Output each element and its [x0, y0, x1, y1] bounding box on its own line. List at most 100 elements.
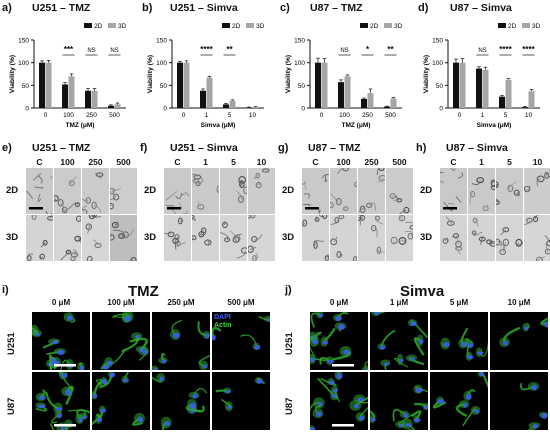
dapi-nucleus — [327, 359, 334, 364]
row-label: 2D — [282, 185, 295, 196]
panel-letter: e) — [2, 142, 12, 154]
cell-process — [377, 177, 385, 182]
cell — [204, 239, 212, 246]
cell — [502, 227, 510, 233]
significance-label: NS — [478, 48, 486, 54]
cell — [238, 176, 247, 184]
cell-process — [392, 195, 396, 202]
scale-bar — [443, 207, 457, 210]
dapi-nucleus — [64, 389, 71, 396]
bar — [367, 93, 374, 108]
column-label: 10 μM — [507, 298, 531, 307]
cell — [376, 246, 382, 255]
y-axis-label: Viability (%) — [9, 55, 16, 93]
cell — [359, 215, 366, 221]
cell-process — [354, 259, 357, 261]
legend-swatch — [498, 23, 506, 28]
x-tick-label: 250 — [362, 112, 373, 119]
dapi-nucleus — [122, 378, 130, 383]
y-tick-label: 0 — [25, 106, 29, 113]
legend-swatch — [108, 23, 116, 28]
cell — [232, 236, 240, 243]
dapi-nucleus — [410, 357, 415, 362]
column-label: 250 — [88, 157, 103, 167]
cell-process — [405, 222, 413, 228]
cell-process — [302, 181, 307, 185]
bar-chart-u251-simva: 0 50 100 150 Viability (%) 2D 3D 0 1 **** 5 ** 10 Sim… — [147, 23, 265, 129]
cell — [496, 200, 500, 205]
legend-label: 3D — [256, 23, 265, 30]
cell-process — [493, 185, 495, 188]
column-label: 100 — [336, 157, 351, 167]
bar — [338, 82, 344, 108]
y-axis-label: Viability (%) — [423, 55, 430, 93]
cell-process — [359, 217, 363, 226]
x-tick-label: 5 — [504, 112, 508, 119]
cell — [365, 202, 373, 209]
dapi-nucleus — [124, 316, 131, 322]
dapi-nucleus — [109, 372, 116, 378]
cell-process — [165, 191, 178, 201]
column-label: 250 — [364, 157, 379, 167]
panel-letter: b) — [142, 2, 153, 14]
bar — [177, 62, 183, 108]
panel-letter: h) — [416, 142, 427, 154]
cell-process — [49, 215, 53, 219]
fluorescence-tile — [32, 312, 90, 370]
cell-process — [248, 215, 253, 219]
cell-process — [72, 249, 78, 256]
cell — [240, 247, 247, 254]
cell — [358, 215, 362, 222]
fluorescence-tile — [310, 372, 368, 430]
fluorescence-tile — [32, 372, 90, 430]
bar — [344, 76, 351, 108]
significance-label: **** — [499, 45, 512, 54]
cell-process — [491, 180, 495, 184]
significance-label: *** — [64, 45, 74, 54]
panel-title: U87 – Simva — [446, 142, 508, 154]
cell — [407, 232, 413, 240]
dapi-nucleus — [437, 398, 445, 405]
column-label: 5 — [507, 157, 512, 167]
cell-process — [326, 254, 329, 259]
cell-process — [181, 192, 190, 197]
cell — [313, 241, 318, 249]
cell-process — [473, 231, 483, 236]
dapi-nucleus — [541, 413, 548, 419]
dapi-nucleus — [60, 373, 68, 378]
dapi-nucleus — [57, 349, 65, 356]
cell — [237, 195, 245, 203]
fluorescence-grid-tmz: 0 μM 100 μM 250 μM 500 μM U251 U87 DAPI Actin — [0, 298, 274, 438]
scale-bar — [305, 207, 319, 210]
dapi-nucleus — [254, 345, 261, 350]
micrograph-tile — [386, 215, 413, 261]
x-tick-label: 100 — [63, 112, 74, 119]
cell — [359, 205, 366, 214]
dapi-nucleus — [161, 359, 167, 364]
cell — [476, 177, 485, 184]
panel-title: U87 – TMZ — [308, 142, 361, 154]
cell-process — [376, 168, 382, 175]
dapi-nucleus — [135, 334, 141, 339]
bar — [85, 90, 91, 108]
column-label: 0 μM — [51, 298, 71, 307]
panel-letter: i) — [2, 284, 9, 296]
x-axis-label: TMZ (μM) — [342, 122, 371, 129]
cell — [255, 172, 260, 179]
legend-swatch — [384, 23, 392, 28]
cell-process — [330, 219, 338, 225]
cell — [352, 256, 357, 261]
panel-letter: g) — [278, 142, 289, 154]
panel-letter: d) — [418, 2, 429, 14]
cell — [243, 186, 247, 195]
cell — [499, 248, 507, 256]
cell — [110, 234, 115, 241]
column-label: 5 μM — [449, 298, 469, 307]
column-label: 100 — [60, 157, 75, 167]
dapi-nucleus — [96, 417, 103, 423]
cell-process — [338, 253, 343, 257]
dapi-nucleus — [38, 404, 46, 409]
cell-process — [70, 176, 77, 184]
cell — [197, 203, 205, 210]
cell-process — [60, 202, 69, 210]
